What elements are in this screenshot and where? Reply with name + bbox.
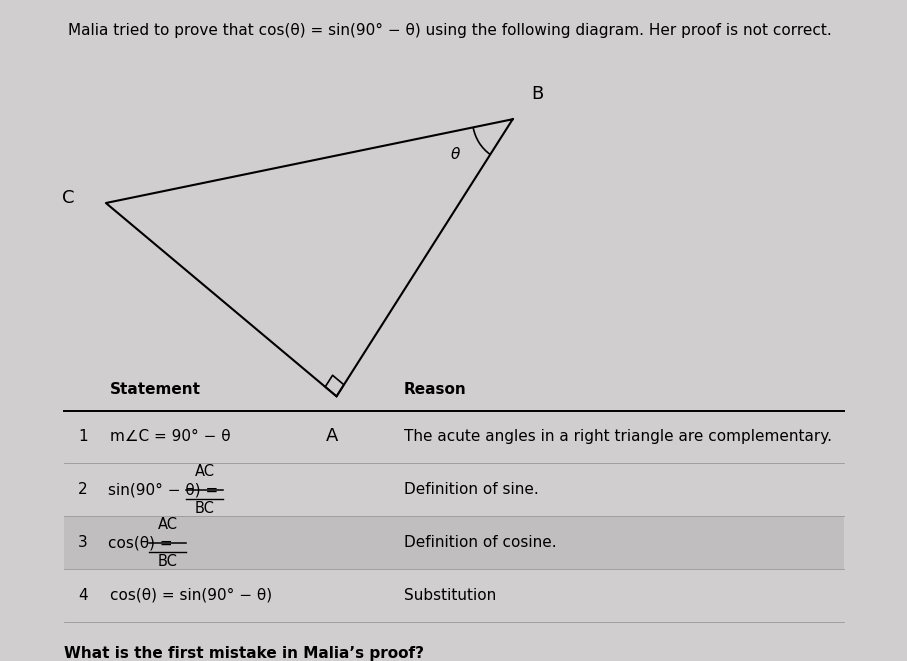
Text: m∠C = 90° − θ: m∠C = 90° − θ [110, 430, 230, 444]
Text: 4: 4 [78, 588, 88, 603]
Text: Definition of cosine.: Definition of cosine. [404, 535, 556, 550]
Text: C: C [62, 189, 74, 207]
Bar [64, 516, 844, 569]
Text: Substitution: Substitution [404, 588, 496, 603]
Text: Malia tried to prove that cos(θ) = sin(90° − θ) using the following diagram. Her: Malia tried to prove that cos(θ) = sin(9… [68, 22, 832, 38]
Text: θ: θ [451, 147, 461, 162]
Text: Reason: Reason [404, 382, 466, 397]
Text: sin(90° − θ) =: sin(90° − θ) = [109, 483, 223, 497]
Text: Statement: Statement [110, 382, 201, 397]
Text: AC: AC [194, 464, 214, 479]
Text: Definition of sine.: Definition of sine. [404, 483, 539, 497]
Text: 3: 3 [78, 535, 88, 550]
Text: The acute angles in a right triangle are complementary.: The acute angles in a right triangle are… [404, 430, 832, 444]
Text: cos(θ) =: cos(θ) = [109, 535, 178, 550]
Text: 1: 1 [78, 430, 88, 444]
Text: cos(θ) = sin(90° − θ): cos(θ) = sin(90° − θ) [110, 588, 272, 603]
Text: What is the first mistake in Malia’s proof?: What is the first mistake in Malia’s pro… [64, 646, 424, 661]
Text: BC: BC [158, 554, 178, 568]
Text: B: B [532, 85, 543, 103]
Text: A: A [327, 427, 338, 446]
Text: AC: AC [158, 517, 178, 531]
Text: 2: 2 [78, 483, 88, 497]
Text: BC: BC [194, 501, 214, 516]
